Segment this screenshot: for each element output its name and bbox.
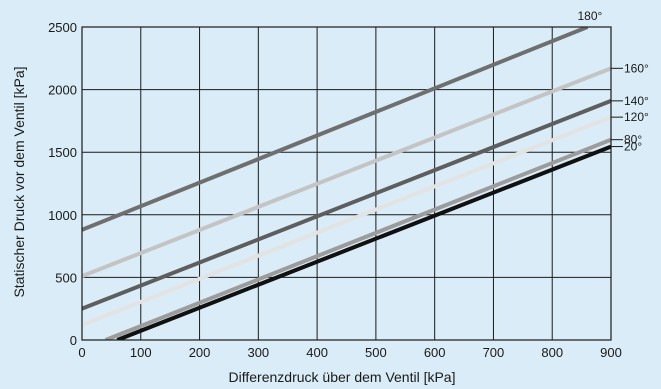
- series-label-180deg: 180°: [577, 9, 602, 23]
- x-tick-label: 300: [247, 345, 269, 360]
- series-lines: [82, 27, 611, 340]
- y-tick-label: 500: [55, 270, 77, 285]
- y-tick-label: 2000: [48, 83, 77, 98]
- y-tick-label: 1000: [48, 208, 77, 223]
- y-tick-label: 2500: [48, 20, 77, 35]
- x-axis-title: Differenzdruck über dem Ventil [kPa]: [229, 369, 456, 385]
- series-label-80deg: 80°: [624, 133, 642, 147]
- axes: [81, 26, 612, 341]
- series-label-120deg: 120°: [624, 110, 649, 124]
- x-tick-label: 200: [189, 345, 211, 360]
- y-tick-label: 0: [70, 333, 77, 348]
- y-tick-label: 1500: [48, 145, 77, 160]
- series-label-20deg: 20°: [624, 140, 642, 154]
- y-axis-title: Statischer Druck vor dem Ventil [kPa]: [11, 66, 27, 297]
- x-tick-label: 800: [541, 345, 563, 360]
- series-line-20deg: [116, 144, 611, 340]
- series-line-80deg: [104, 137, 611, 340]
- x-tick-label: 700: [483, 345, 505, 360]
- series-line-160deg: [82, 66, 611, 279]
- x-tick-label: 900: [600, 345, 622, 360]
- series-label-140deg: 140°: [624, 94, 649, 108]
- x-tick-label: 600: [424, 345, 446, 360]
- plot-frame: [81, 26, 612, 341]
- series-label-160deg: 160°: [624, 61, 649, 75]
- x-tick-label: 500: [365, 345, 387, 360]
- x-tick-label: 0: [78, 345, 85, 360]
- x-tick-label: 400: [306, 345, 328, 360]
- series-line-140deg: [82, 99, 611, 311]
- series-line-120deg: [82, 115, 611, 327]
- x-tick-label: 100: [130, 345, 152, 360]
- tick-labels: 0 100 200 300 400 500 600 700 800 900 0 500 1000 1500…: [48, 20, 622, 360]
- series-line-180deg: [82, 27, 589, 232]
- series-labels: 180° 160° 140° 120° 80°20°: [577, 9, 649, 154]
